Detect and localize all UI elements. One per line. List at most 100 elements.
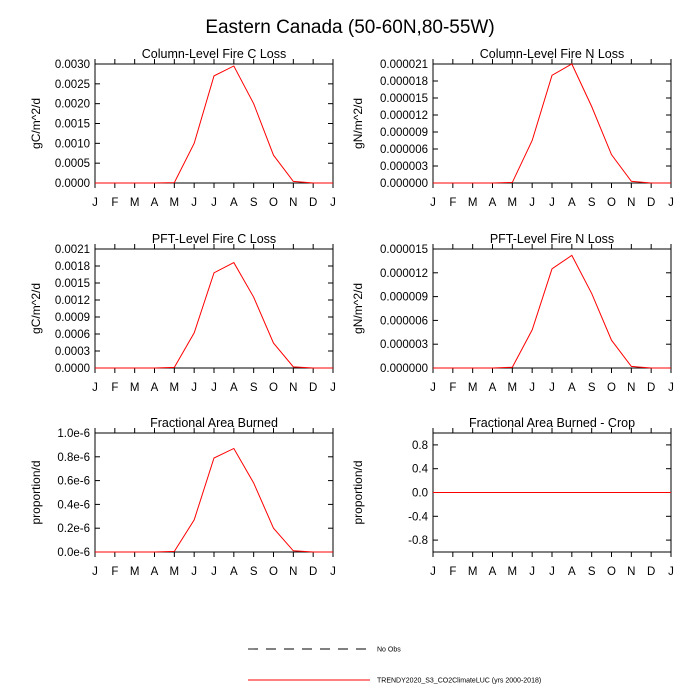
x-tick-label: M xyxy=(508,566,518,578)
y-tick-label: 0.0000 xyxy=(55,363,90,375)
y-tick-label: 0.2e-6 xyxy=(57,523,90,535)
legend-model-label: TRENDY2020_S3_CO2ClimateLUC (yrs 2000-20… xyxy=(377,678,541,685)
x-tick-label: D xyxy=(309,566,317,578)
x-tick-label: J xyxy=(529,197,535,209)
x-tick-label: A xyxy=(230,197,238,209)
y-tick-label: 0.000018 xyxy=(380,76,428,88)
y-tick-label: 0.0020 xyxy=(55,99,90,111)
x-tick-label: M xyxy=(508,382,518,394)
y-tick-label: 0.0018 xyxy=(55,261,90,273)
panel-1: Column-Level Fire C Loss gC/m^2/d 0.0000 0.… xyxy=(29,47,336,209)
x-tick-label: J xyxy=(211,197,217,209)
panel-title: Column-Level Fire C Loss xyxy=(142,47,287,61)
y-tick-label: 0.000015 xyxy=(380,244,428,256)
y-tick-label: 0.0030 xyxy=(55,59,90,71)
panel-title: Fractional Area Burned xyxy=(150,416,278,430)
panel-4: PFT-Level Fire N Loss gN/m^2/d 0.000000 0.0… xyxy=(351,232,674,394)
x-tick-label: S xyxy=(588,566,596,578)
series-line xyxy=(95,65,333,184)
y-axis-label: gC/m^2/d xyxy=(29,98,43,149)
x-tick-label: J xyxy=(191,566,197,578)
x-tick-label: S xyxy=(588,197,596,209)
x-tick-label: N xyxy=(289,566,297,578)
y-tick-label: 0.0025 xyxy=(55,79,90,91)
x-tick-label: M xyxy=(130,566,140,578)
y-tick-label: 0.000021 xyxy=(380,59,428,71)
main-title: Eastern Canada (50-60N,80-55W) xyxy=(205,17,494,38)
x-tick-label: N xyxy=(627,382,635,394)
y-tick-label: 0.0012 xyxy=(55,295,90,307)
x-tick-label: S xyxy=(250,382,258,394)
x-tick-label: J xyxy=(549,566,555,578)
x-tick-label: A xyxy=(489,197,497,209)
y-tick-label: 0.000009 xyxy=(380,292,428,304)
x-tick-label: J xyxy=(191,382,197,394)
x-tick-label: J xyxy=(549,382,555,394)
x-tick-label: J xyxy=(211,566,217,578)
x-tick-label: O xyxy=(269,382,278,394)
x-tick-label: M xyxy=(508,197,518,209)
legend-obs-label: No Obs xyxy=(377,647,401,654)
x-tick-label: N xyxy=(627,566,635,578)
x-tick-label: O xyxy=(607,566,616,578)
y-tick-label: 0.0009 xyxy=(55,312,90,324)
plot-frame xyxy=(94,432,334,553)
x-tick-label: F xyxy=(449,197,456,209)
x-tick-label: J xyxy=(330,197,336,209)
y-tick-label: 0.0015 xyxy=(55,119,90,131)
x-tick-label: S xyxy=(250,566,258,578)
y-axis-label: proportion/d xyxy=(29,460,43,524)
plot-frame xyxy=(432,248,672,369)
x-tick-label: M xyxy=(170,566,180,578)
y-tick-label: 0.000012 xyxy=(380,110,428,122)
x-tick-label: F xyxy=(111,382,118,394)
y-tick-label: 0.0006 xyxy=(55,329,90,341)
y-axis-label: gN/m^2/d xyxy=(351,98,365,149)
x-tick-label: J xyxy=(668,566,674,578)
y-tick-label: 0.0021 xyxy=(55,244,90,256)
plot-frame xyxy=(94,248,334,369)
x-tick-label: J xyxy=(191,197,197,209)
panel-title: PFT-Level Fire C Loss xyxy=(152,232,276,246)
x-tick-label: S xyxy=(588,382,596,394)
x-tick-label: S xyxy=(250,197,258,209)
series-line xyxy=(95,261,333,369)
y-tick-label: 0.000006 xyxy=(380,315,428,327)
x-tick-label: N xyxy=(627,197,635,209)
panel-5: Fractional Area Burned proportion/d 0.0e-6… xyxy=(29,416,336,578)
y-tick-label: 1.0e-6 xyxy=(57,428,90,440)
x-tick-label: A xyxy=(489,382,497,394)
x-tick-label: N xyxy=(289,382,297,394)
x-tick-label: J xyxy=(92,382,98,394)
y-tick-label: 0.000000 xyxy=(380,363,428,375)
y-tick-label: 0.0000 xyxy=(55,178,90,190)
x-tick-label: M xyxy=(468,382,478,394)
y-tick-label: 0.000003 xyxy=(380,339,428,351)
series-line xyxy=(433,63,671,184)
x-tick-label: A xyxy=(151,382,159,394)
plot-frame xyxy=(432,63,672,184)
x-tick-label: J xyxy=(92,566,98,578)
panels: Column-Level Fire C Loss gC/m^2/d 0.0000 0.… xyxy=(29,47,674,578)
x-tick-label: M xyxy=(468,197,478,209)
x-tick-label: A xyxy=(230,566,238,578)
y-tick-label: 0.0010 xyxy=(55,138,90,150)
panel-title: PFT-Level Fire N Loss xyxy=(490,232,614,246)
x-tick-label: D xyxy=(647,382,655,394)
x-tick-label: M xyxy=(130,197,140,209)
x-tick-label: F xyxy=(449,566,456,578)
x-tick-label: N xyxy=(289,197,297,209)
x-tick-label: D xyxy=(647,197,655,209)
y-tick-label: 0.0015 xyxy=(55,278,90,290)
x-tick-label: O xyxy=(607,382,616,394)
x-tick-label: J xyxy=(430,566,436,578)
x-tick-label: O xyxy=(269,197,278,209)
y-tick-label: 0.4e-6 xyxy=(57,499,90,511)
x-tick-label: A xyxy=(568,197,576,209)
y-tick-label: 0.000006 xyxy=(380,144,428,156)
y-tick-label: 0.0e-6 xyxy=(57,547,90,559)
x-tick-label: J xyxy=(529,382,535,394)
y-tick-label: 0.4 xyxy=(412,464,429,476)
x-tick-label: A xyxy=(151,197,159,209)
x-tick-label: J xyxy=(430,197,436,209)
